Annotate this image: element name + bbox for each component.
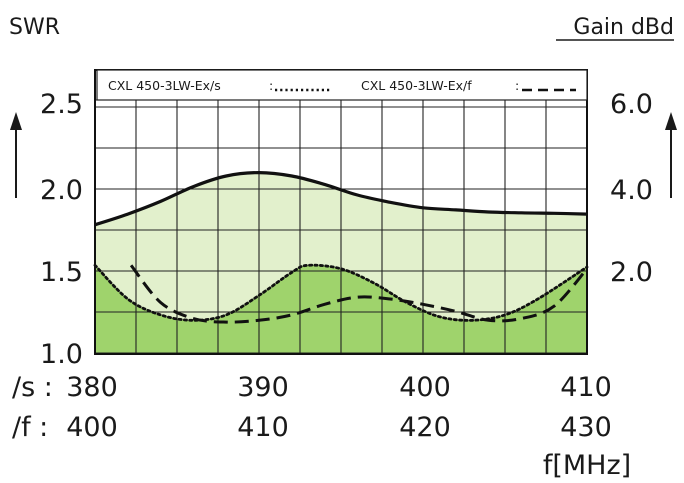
x-row-prefix-s: /s : [12, 372, 53, 403]
x-tick-label-s: 400 [399, 372, 451, 403]
right-axis-title: Gain dBd [573, 15, 674, 40]
x-tick-label-f: 410 [237, 412, 289, 443]
right-up-arrow [665, 112, 677, 198]
right-tick-label: 2.0 [610, 257, 653, 288]
x-tick-label-s: 410 [560, 372, 612, 403]
swr-line-f [129, 264, 589, 324]
left-tick-label: 1.5 [40, 257, 83, 288]
x-tick-label-f: 430 [560, 412, 612, 443]
legend-label-s: CXL 450-3LW-Ex/s [108, 78, 221, 93]
left-tick-label: 2.0 [40, 175, 83, 206]
right-tick-label: 6.0 [610, 89, 653, 120]
x-tick-label-f: 400 [66, 412, 118, 443]
x-tick-label-f: 420 [399, 412, 451, 443]
x-axis-title: f[MHz] [543, 450, 631, 481]
left-tick-label: 1.0 [40, 339, 83, 370]
left-axis-title: SWR [9, 15, 60, 40]
left-up-arrow [10, 112, 22, 198]
left-tick-label: 2.5 [40, 89, 83, 120]
legend-box [96, 69, 588, 101]
legend-label-f: CXL 450-3LW-Ex/f [361, 78, 472, 93]
legend-colon-f: : [515, 78, 519, 93]
legend: CXL 450-3LW-Ex/s : CXL 450-3LW-Ex/f : [96, 69, 588, 101]
gain-line [94, 170, 588, 227]
x-tick-label-s: 390 [237, 372, 289, 403]
x-tick-label-s: 380 [66, 372, 118, 403]
legend-colon-s: : [269, 78, 273, 93]
right-tick-label: 4.0 [610, 175, 653, 206]
x-row-prefix-f: /f : [12, 412, 48, 443]
